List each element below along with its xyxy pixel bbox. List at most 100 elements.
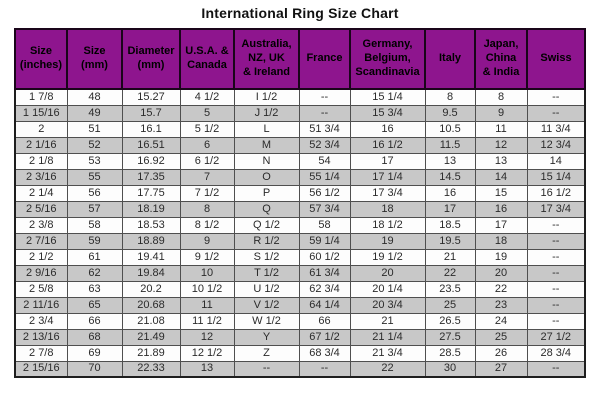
table-cell: 55 1/4: [298, 168, 351, 186]
table-cell: 2 5/16: [14, 200, 68, 218]
table-cell: --: [526, 296, 586, 314]
table-row: 2 1/8 53 16.92 6 1/2 N 54 17 13 13 14: [14, 152, 586, 170]
table-cell: --: [298, 104, 351, 122]
table-cell: 26.5: [424, 312, 476, 330]
table-cell: 9: [474, 104, 528, 122]
table-cell: 62 3/4: [298, 280, 351, 298]
table-cell: N: [233, 152, 300, 170]
table-cell: 61 3/4: [298, 264, 351, 282]
table-cell: 57: [66, 200, 123, 218]
table-cell: --: [526, 216, 586, 234]
table-cell: --: [298, 360, 351, 378]
table-header: Size (inches) Size (mm) Diameter (mm) U.S.A…: [14, 28, 586, 90]
table-cell: Y: [233, 328, 300, 346]
column-header: Italy: [424, 28, 476, 90]
table-cell: 18: [474, 232, 528, 250]
table-cell: 21 3/4: [349, 344, 426, 362]
table-cell: 28 3/4: [526, 344, 586, 362]
table-cell: 22: [474, 280, 528, 298]
table-cell: 17 3/4: [526, 200, 586, 218]
table-cell: 11 3/4: [526, 120, 586, 138]
table-row: 2 3/4 66 21.08 11 1/2 W 1/2 66 21 26.5 24 --: [14, 312, 586, 330]
table-cell: 21: [424, 248, 476, 266]
table-cell: 13: [474, 152, 528, 170]
column-header: U.S.A. & Canada: [179, 28, 235, 90]
column-header: Swiss: [526, 28, 586, 90]
table-cell: 2 7/16: [14, 232, 68, 250]
table-cell: 20: [474, 264, 528, 282]
table-cell: 15 1/4: [526, 168, 586, 186]
table-cell: 59 1/4: [298, 232, 351, 250]
table-cell: --: [298, 88, 351, 106]
table-cell: 51 3/4: [298, 120, 351, 138]
table-cell: 13: [179, 360, 235, 378]
column-header: Size (mm): [66, 28, 123, 90]
table-cell: 11 1/2: [179, 312, 235, 330]
table-cell: 11.5: [424, 136, 476, 154]
table-cell: 54: [298, 152, 351, 170]
table-cell: 5 1/2: [179, 120, 235, 138]
table-cell: 2: [14, 120, 68, 138]
table-cell: 20 1/4: [349, 280, 426, 298]
table-cell: 17 3/4: [349, 184, 426, 202]
table-cell: 26: [474, 344, 528, 362]
table-cell: I 1/2: [233, 88, 300, 106]
table-cell: 20 3/4: [349, 296, 426, 314]
table-cell: 21: [349, 312, 426, 330]
table-cell: 15 3/4: [349, 104, 426, 122]
table-cell: 52 3/4: [298, 136, 351, 154]
table-cell: 14: [474, 168, 528, 186]
table-cell: 68: [66, 328, 123, 346]
table-cell: 2 3/8: [14, 216, 68, 234]
table-cell: O: [233, 168, 300, 186]
table-row: 2 5/16 57 18.19 8 Q 57 3/4 18 17 16 17 3/4: [14, 200, 586, 218]
table-cell: 25: [474, 328, 528, 346]
table-cell: 12: [179, 328, 235, 346]
table-cell: 18.53: [121, 216, 181, 234]
table-cell: 16.1: [121, 120, 181, 138]
table-row: 2 3/16 55 17.35 7 O 55 1/4 17 1/4 14.5 14 15 1/4: [14, 168, 586, 186]
table-body: 1 7/8 48 15.27 4 1/2 I 1/2 -- 15 1/4 8 8 -- 1 15/1…: [14, 88, 586, 378]
table-cell: R 1/2: [233, 232, 300, 250]
table-cell: --: [526, 312, 586, 330]
table-cell: 2 5/8: [14, 280, 68, 298]
table-cell: 13: [424, 152, 476, 170]
table-cell: 19: [349, 232, 426, 250]
table-cell: 14: [526, 152, 586, 170]
table-cell: 16.92: [121, 152, 181, 170]
table-cell: 66: [66, 312, 123, 330]
ring-size-chart-page: International Ring Size Chart Size (inch…: [0, 5, 600, 378]
table-cell: --: [526, 232, 586, 250]
table-cell: 58: [66, 216, 123, 234]
table-cell: 16 1/2: [526, 184, 586, 202]
table-cell: 9.5: [424, 104, 476, 122]
header-row: Size (inches) Size (mm) Diameter (mm) U.S.A…: [14, 28, 586, 90]
table-cell: 16: [424, 184, 476, 202]
table-cell: 64 1/4: [298, 296, 351, 314]
table-cell: 15.7: [121, 104, 181, 122]
table-cell: 11: [474, 120, 528, 138]
table-cell: 67 1/2: [298, 328, 351, 346]
table-cell: 52: [66, 136, 123, 154]
table-cell: S 1/2: [233, 248, 300, 266]
ring-size-table: Size (inches) Size (mm) Diameter (mm) U.S.A…: [14, 28, 586, 378]
table-cell: --: [526, 248, 586, 266]
table-row: 2 1/2 61 19.41 9 1/2 S 1/2 60 1/2 19 1/2 21 19 --: [14, 248, 586, 266]
table-cell: 49: [66, 104, 123, 122]
table-cell: 55: [66, 168, 123, 186]
table-cell: 66: [298, 312, 351, 330]
column-header: Diameter (mm): [121, 28, 181, 90]
table-cell: 6 1/2: [179, 152, 235, 170]
table-cell: 57 3/4: [298, 200, 351, 218]
table-row: 2 5/8 63 20.2 10 1/2 U 1/2 62 3/4 20 1/4 23.5 22…: [14, 280, 586, 298]
column-header: Germany, Belgium, Scandinavia: [349, 28, 426, 90]
table-cell: 12: [474, 136, 528, 154]
table-cell: 20: [349, 264, 426, 282]
column-header: Australia, NZ, UK & Ireland: [233, 28, 300, 90]
table-cell: 16.51: [121, 136, 181, 154]
table-cell: 16 1/2: [349, 136, 426, 154]
table-cell: 65: [66, 296, 123, 314]
table-cell: 8: [179, 200, 235, 218]
table-cell: 2 1/2: [14, 248, 68, 266]
table-cell: 18.5: [424, 216, 476, 234]
